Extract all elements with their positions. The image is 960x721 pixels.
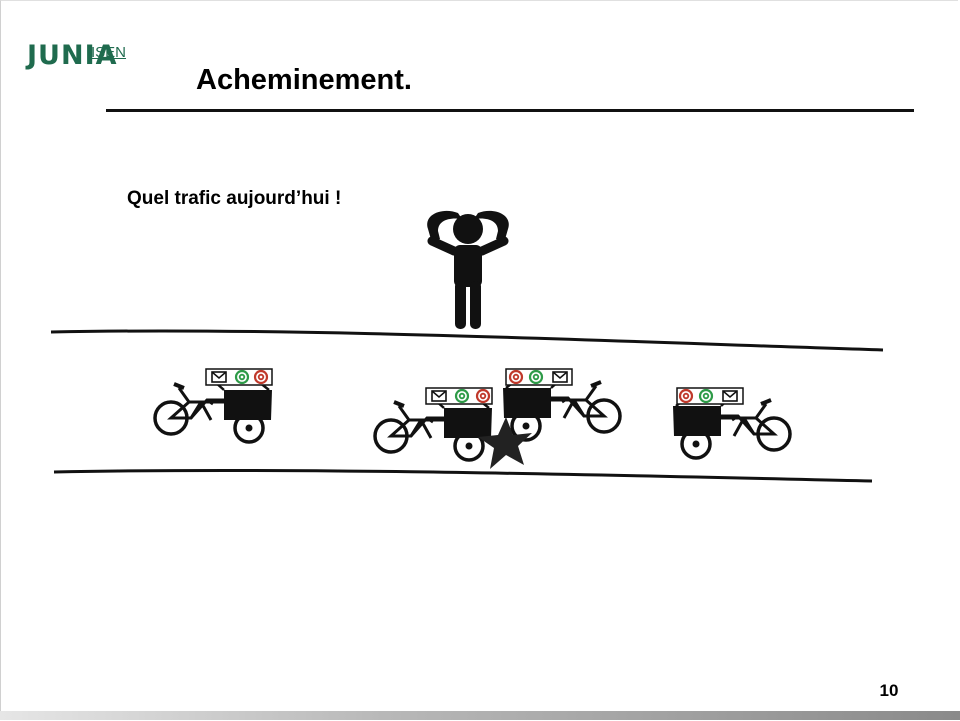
envelope-icon [211, 371, 227, 383]
package-label [676, 387, 744, 405]
page-number: 10 [879, 681, 899, 700]
road-top-edge [50, 329, 884, 352]
package-label [425, 387, 493, 405]
cargo-bike-icon [501, 378, 622, 442]
footer-bar [0, 711, 960, 720]
envelope-icon [552, 371, 568, 383]
title-underline [106, 109, 914, 112]
road-bottom-edge [53, 468, 873, 483]
cargo-bike-icon [153, 380, 274, 444]
collision-star-icon [478, 417, 532, 469]
envelope-icon [722, 390, 738, 402]
package-label [505, 368, 573, 386]
traffic-caption: Quel trafic aujourd’hui ! [127, 188, 342, 209]
logo-junia-text: JUNIA [27, 40, 118, 71]
envelope-icon [431, 390, 447, 402]
cargo-bike-icon [671, 396, 792, 460]
logo-isen-text: ISEN [91, 44, 127, 61]
stressed-person-icon [427, 210, 509, 329]
package-label [205, 368, 273, 386]
slide-title: Acheminement. [196, 64, 412, 96]
cargo-bike-icon [373, 398, 494, 462]
